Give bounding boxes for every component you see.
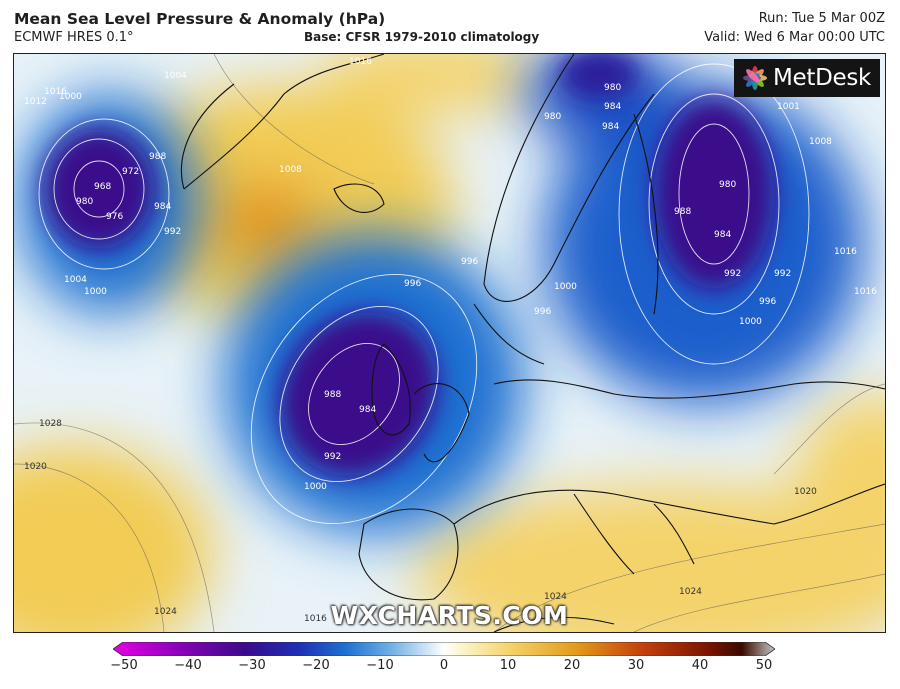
isobar-label: 1000 (739, 317, 762, 327)
isobar-label: 988 (149, 152, 166, 162)
isobar-label: 1004 (64, 275, 87, 285)
isobar-label: 1016 (44, 87, 67, 97)
colorbar-svg (112, 641, 776, 657)
colorbar-tick-label: 10 (499, 658, 517, 673)
climatology-base-label: Base: CFSR 1979-2010 climatology (304, 30, 540, 44)
isobar-label: 996 (461, 257, 478, 267)
pressure-anomaly-map: 1004 1012 1000 1016 1016 980 984 980 1001 1008 988… (13, 53, 886, 633)
colorbar-tick-label: −10 (366, 658, 394, 673)
colorbar-tick-label: 0 (439, 658, 449, 673)
colorbar-tick-label: −30 (238, 658, 266, 673)
isobar-label: 992 (774, 269, 791, 279)
isobar-label: 1008 (279, 165, 302, 175)
isobar-label: 984 (154, 202, 171, 212)
isobar-label: 984 (714, 230, 731, 240)
isobar-label: 1012 (24, 97, 47, 107)
colorbar-tick-label: 30 (627, 658, 645, 673)
isobar-label: 980 (719, 180, 736, 190)
isobar-label: 996 (759, 297, 776, 307)
isobar-label: 1020 (24, 462, 47, 472)
chart-title: Mean Sea Level Pressure & Anomaly (hPa) (14, 10, 386, 28)
isobar-label: 1028 (39, 419, 62, 429)
isobar-label: 1000 (59, 92, 82, 102)
isobar-label: 972 (122, 167, 139, 177)
colorbar-tick-label: 40 (691, 658, 709, 673)
colorbar-tick-label: −50 (110, 658, 138, 673)
colorbar (112, 641, 776, 657)
metdesk-logo: MetDesk (734, 59, 880, 97)
isobar-label: 1016 (349, 57, 372, 67)
isobar-label: 968 (94, 182, 111, 192)
isobar-label: 1004 (164, 71, 187, 81)
isobar-label: 1016 (854, 287, 877, 297)
isobar-label: 984 (359, 405, 376, 415)
model-label: ECMWF HRES 0.1° (14, 30, 134, 45)
isobar-label: 996 (404, 279, 421, 289)
isobar-label: 1000 (554, 282, 577, 292)
isobar-label: 984 (604, 102, 621, 112)
isobar-label: 988 (324, 390, 341, 400)
isobar-label: 992 (724, 269, 741, 279)
isobar-label: 1000 (84, 287, 107, 297)
isobar-label: 1008 (809, 137, 832, 147)
isobar-label: 996 (534, 307, 551, 317)
isobar-label: 980 (604, 83, 621, 93)
isobar-label: 1024 (154, 607, 177, 617)
isobar-label: 988 (674, 207, 691, 217)
deep-anomaly-cores (44, 54, 774, 476)
isobar-label: 1024 (544, 592, 567, 602)
isobar-label: 1016 (834, 247, 857, 257)
colorbar-tick-label: 20 (563, 658, 581, 673)
isobar-label: 992 (164, 227, 181, 237)
wxcharts-watermark: WXCHARTS.COM (330, 601, 569, 630)
isobar-label: 992 (324, 452, 341, 462)
isobar-label: 976 (106, 212, 123, 222)
colorbar-tick-label: 50 (755, 658, 773, 673)
isobar-label: 980 (76, 197, 93, 207)
isobar-label: 1000 (304, 482, 327, 492)
isobar-label: 1016 (304, 614, 327, 624)
metdesk-flower-icon (743, 66, 767, 90)
coastlines (180, 54, 885, 632)
isobar-label: 1001 (777, 102, 800, 112)
isobar-label: 984 (602, 122, 619, 132)
isobars-high (14, 54, 885, 632)
isobar-label: 1024 (679, 587, 702, 597)
valid-time-label: Valid: Wed 6 Mar 00:00 UTC (704, 30, 885, 45)
colorbar-tick-label: −20 (302, 658, 330, 673)
colorbar-tick-label: −40 (174, 658, 202, 673)
run-time-label: Run: Tue 5 Mar 00Z (758, 11, 885, 26)
metdesk-logo-text: MetDesk (773, 65, 872, 91)
isobar-label: 980 (544, 112, 561, 122)
isobar-label: 1020 (794, 487, 817, 497)
isobars-low (38, 63, 810, 525)
